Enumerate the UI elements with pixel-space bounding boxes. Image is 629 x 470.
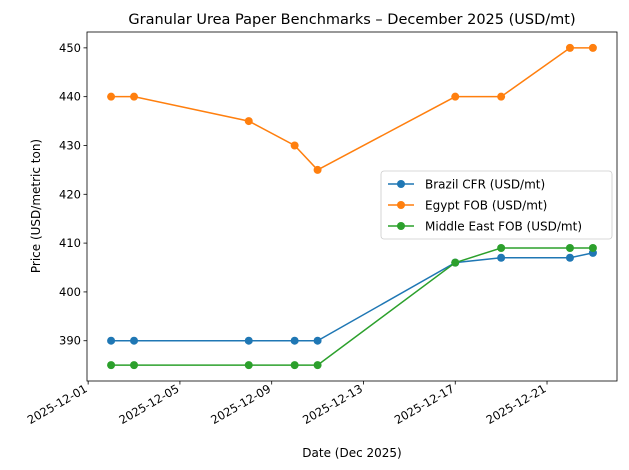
legend-box <box>380 170 613 240</box>
y-tick-label: 410 <box>59 236 81 250</box>
data-point <box>130 92 139 101</box>
legend-label: Egypt FOB (USD/mt) <box>425 199 547 213</box>
data-point <box>588 243 597 252</box>
y-tick-label: 430 <box>59 138 81 152</box>
y-tick-label: 440 <box>59 90 81 104</box>
data-point <box>130 361 139 370</box>
data-point <box>497 243 506 252</box>
x-tick-label: 2025-12-09 <box>208 381 273 427</box>
data-point <box>497 253 506 262</box>
data-point <box>290 141 299 150</box>
data-point <box>565 243 574 252</box>
x-tick-label: 2025-12-01 <box>25 381 90 427</box>
data-point <box>313 361 322 370</box>
plot-frame <box>86 31 618 382</box>
legend: Brazil CFR (USD/mt) Egypt FOB (USD/mt) Mid… <box>380 170 613 240</box>
y-axis-label: Price (USD/metric ton) <box>29 139 43 273</box>
data-point <box>497 92 506 101</box>
data-point <box>130 336 139 345</box>
series-line-1 <box>111 47 593 171</box>
data-point <box>451 92 460 101</box>
data-point <box>290 336 299 345</box>
data-point <box>313 165 322 174</box>
series-line-2 <box>111 247 593 366</box>
x-tick-label: 2025-12-21 <box>484 381 549 427</box>
series-line-0 <box>111 252 594 342</box>
data-point <box>107 92 116 101</box>
data-point <box>244 336 253 345</box>
legend-marker <box>397 201 405 209</box>
data-point <box>451 258 460 267</box>
x-tick-label: 2025-12-13 <box>300 381 365 427</box>
legend-marker <box>397 222 405 230</box>
data-point <box>565 43 574 52</box>
y-tick-label: 420 <box>59 187 81 201</box>
x-axis-label: Date (Dec 2025) <box>302 446 401 460</box>
data-point <box>565 253 574 262</box>
x-tick-label: 2025-12-05 <box>117 381 182 427</box>
data-point <box>107 336 116 345</box>
y-tick-label: 450 <box>59 41 81 55</box>
legend-label: Brazil CFR (USD/mt) <box>425 178 545 192</box>
legend-marker <box>397 180 405 188</box>
legend-label: Middle East FOB (USD/mt) <box>425 220 582 234</box>
chart-title: Granular Urea Paper Benchmarks – Decembe… <box>128 12 575 28</box>
data-point <box>313 336 322 345</box>
data-point <box>244 361 253 370</box>
data-point <box>244 117 253 126</box>
y-tick-label: 390 <box>59 334 81 348</box>
data-point <box>290 361 299 370</box>
y-tick-label: 400 <box>59 285 81 299</box>
x-tick-label: 2025-12-17 <box>392 381 457 427</box>
data-point <box>588 43 597 52</box>
data-point <box>107 361 116 370</box>
